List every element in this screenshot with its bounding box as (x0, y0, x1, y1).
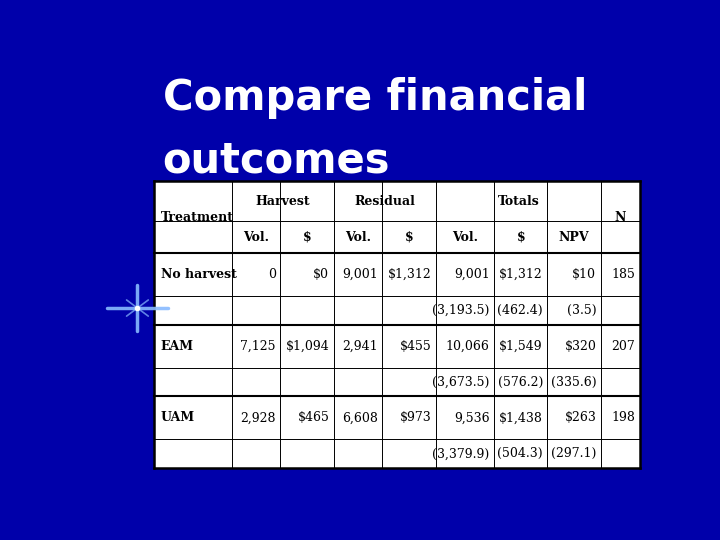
Text: 6,608: 6,608 (342, 411, 378, 424)
Text: 7,125: 7,125 (240, 340, 276, 353)
Text: (297.1): (297.1) (551, 447, 596, 460)
Text: UAM: UAM (161, 411, 195, 424)
Text: (462.4): (462.4) (498, 304, 543, 317)
Text: $1,094: $1,094 (286, 340, 329, 353)
Text: EAM: EAM (161, 340, 194, 353)
Text: 2,928: 2,928 (240, 411, 276, 424)
Text: Compare financial: Compare financial (163, 77, 587, 119)
Text: 9,001: 9,001 (454, 268, 490, 281)
Text: Treatment: Treatment (161, 211, 234, 224)
Bar (154, 181, 639, 468)
Text: Vol.: Vol. (452, 231, 478, 244)
Text: $1,438: $1,438 (499, 411, 543, 424)
Text: (3,673.5): (3,673.5) (432, 375, 490, 389)
Text: $320: $320 (564, 340, 596, 353)
Text: (3.5): (3.5) (567, 304, 596, 317)
Text: (504.3): (504.3) (498, 447, 543, 460)
Text: Residual: Residual (354, 195, 415, 208)
Text: $: $ (303, 231, 312, 244)
Text: $1,312: $1,312 (387, 268, 431, 281)
Text: $: $ (405, 231, 413, 244)
Text: NPV: NPV (559, 231, 590, 244)
Text: 0: 0 (268, 268, 276, 281)
Text: $973: $973 (400, 411, 431, 424)
Text: (576.2): (576.2) (498, 375, 543, 389)
Text: 9,001: 9,001 (342, 268, 378, 281)
Text: 9,536: 9,536 (454, 411, 490, 424)
Text: $: $ (516, 231, 525, 244)
Text: (335.6): (335.6) (551, 375, 596, 389)
Text: $455: $455 (400, 340, 431, 353)
Text: Totals: Totals (498, 195, 539, 208)
Text: $1,312: $1,312 (499, 268, 543, 281)
Text: $465: $465 (297, 411, 329, 424)
Text: (3,193.5): (3,193.5) (432, 304, 490, 317)
Text: 2,941: 2,941 (342, 340, 378, 353)
Text: N: N (615, 211, 626, 224)
Text: (3,379.9): (3,379.9) (432, 447, 490, 460)
Text: Vol.: Vol. (243, 231, 269, 244)
Text: outcomes: outcomes (163, 140, 390, 181)
Text: Vol.: Vol. (345, 231, 371, 244)
Text: $1,549: $1,549 (499, 340, 543, 353)
Text: No harvest: No harvest (161, 268, 237, 281)
Text: $0: $0 (313, 268, 329, 281)
Text: 207: 207 (611, 340, 635, 353)
Text: $10: $10 (572, 268, 596, 281)
Text: 10,066: 10,066 (446, 340, 490, 353)
Text: 198: 198 (611, 411, 635, 424)
Text: $263: $263 (564, 411, 596, 424)
Text: Harvest: Harvest (256, 195, 310, 208)
Text: 185: 185 (611, 268, 635, 281)
